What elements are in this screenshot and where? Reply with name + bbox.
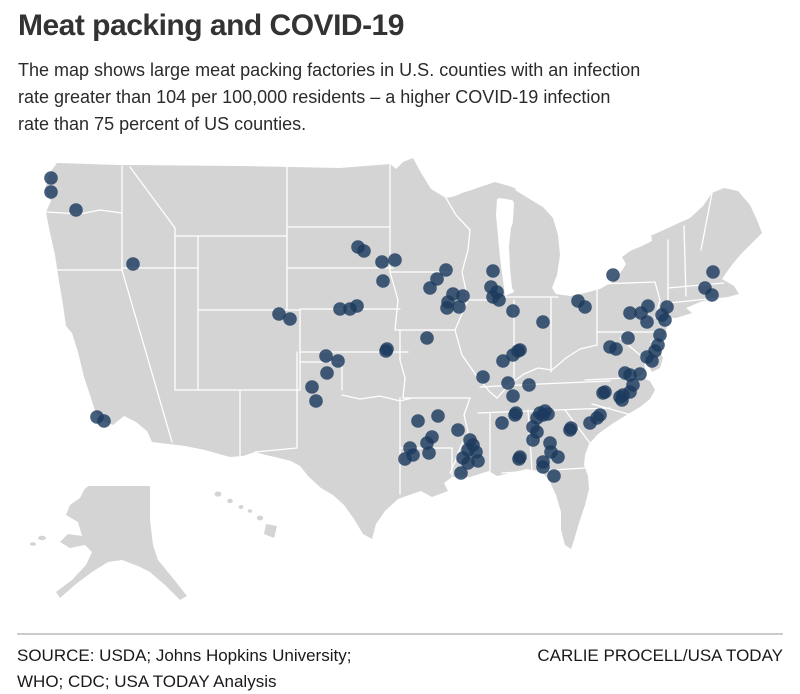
divider — [17, 633, 783, 635]
factory-dot — [476, 370, 490, 384]
factory-dot — [705, 288, 719, 302]
factory-dot — [596, 386, 610, 400]
aleutian-island — [30, 542, 36, 546]
factory-dot — [380, 342, 394, 356]
factory-dot — [547, 469, 561, 483]
factory-dot — [319, 349, 333, 363]
factory-dot — [439, 263, 453, 277]
great-lakes — [455, 180, 652, 296]
subtitle-line: The map shows large meat packing factori… — [18, 60, 641, 80]
factory-dot — [530, 425, 544, 439]
factory-dot — [506, 389, 520, 403]
factory-dot — [501, 376, 515, 390]
factory-dot — [440, 301, 454, 315]
factory-dot — [411, 414, 425, 428]
factory-dot — [564, 421, 578, 435]
factory-dot — [508, 408, 522, 422]
factory-dot — [618, 366, 632, 380]
header: Meat packing and COVID-19 The map shows … — [18, 8, 782, 138]
factory-dot — [406, 448, 420, 462]
factory-dot — [423, 281, 437, 295]
factory-dot — [593, 408, 607, 422]
factory-dot — [609, 342, 623, 356]
source-line: WHO; CDC; USA TODAY Analysis — [17, 672, 277, 691]
us-map-svg — [30, 158, 762, 600]
factory-dot — [606, 268, 620, 282]
factory-dots — [44, 171, 720, 483]
factory-dot — [522, 378, 536, 392]
factory-dot — [283, 312, 297, 326]
factory-dot — [640, 315, 654, 329]
hawaii-islands — [214, 491, 277, 538]
factory-dot — [44, 185, 58, 199]
factory-dot — [640, 350, 654, 364]
subtitle-line: rate than 75 percent of US counties. — [18, 114, 307, 134]
footer: SOURCE: USDA; Johns Hopkins University; … — [17, 643, 783, 694]
factory-dot — [536, 315, 550, 329]
factory-dot — [461, 456, 475, 470]
aleutian-island — [38, 535, 46, 541]
source-line: SOURCE: USDA; Johns Hopkins University; — [17, 646, 352, 665]
factory-dot — [126, 257, 140, 271]
factory-dot — [506, 304, 520, 318]
factory-dot — [451, 423, 465, 437]
factory-dot — [512, 452, 526, 466]
factory-dot — [331, 354, 345, 368]
factory-dot — [97, 414, 111, 428]
factory-dot — [511, 344, 525, 358]
factory-dot — [388, 253, 402, 267]
subtitle-line: rate greater than 104 per 100,000 reside… — [18, 87, 611, 107]
factory-dot — [496, 354, 510, 368]
factory-dot — [309, 394, 323, 408]
factory-dot — [623, 385, 637, 399]
factory-dot — [706, 265, 720, 279]
michigan-upper-peninsula — [455, 183, 515, 208]
factory-dot — [320, 366, 334, 380]
factory-dot — [272, 307, 286, 321]
page-title: Meat packing and COVID-19 — [18, 9, 404, 42]
factory-dot — [578, 300, 592, 314]
subtitle: The map shows large meat packing factori… — [18, 57, 782, 138]
factory-dot — [69, 203, 83, 217]
factory-dot — [486, 264, 500, 278]
factory-dot — [420, 436, 434, 450]
factory-dot — [536, 460, 550, 474]
factory-dot — [623, 306, 637, 320]
factory-dot — [452, 300, 466, 314]
factory-dot — [495, 416, 509, 430]
factory-dot — [375, 255, 389, 269]
factory-dot — [420, 331, 434, 345]
factory-dot — [350, 299, 364, 313]
factory-dot — [658, 313, 672, 327]
source-text: SOURCE: USDA; Johns Hopkins University; … — [17, 643, 351, 694]
factory-dot — [376, 274, 390, 288]
alaska-shape — [56, 486, 187, 600]
lake-huron-erie-ontario — [515, 180, 652, 296]
factory-dot — [454, 466, 468, 480]
factory-dot — [333, 302, 347, 316]
factory-dot — [621, 331, 635, 345]
factory-dot — [357, 244, 371, 258]
factory-dot — [44, 171, 58, 185]
factory-dot — [305, 380, 319, 394]
factory-dot — [492, 293, 506, 307]
michigan-mitten — [509, 210, 554, 296]
factory-dot — [456, 289, 470, 303]
byline-credit: CARLIE PROCELL/USA TODAY — [537, 646, 783, 665]
factory-dot — [431, 409, 445, 423]
factory-dot — [633, 367, 647, 381]
factory-dot — [551, 450, 565, 464]
factory-dot — [538, 404, 552, 418]
us-map — [0, 150, 800, 633]
